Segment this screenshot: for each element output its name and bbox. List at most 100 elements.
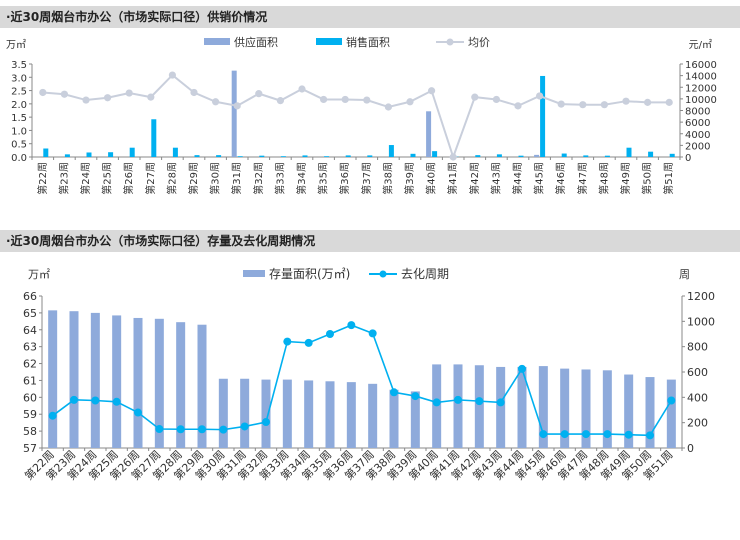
bar-a	[48, 310, 58, 448]
line-point	[582, 430, 590, 439]
y-tick-label-right: 16000	[685, 60, 717, 71]
x-tick-label: 第38周	[381, 162, 394, 195]
y-tick-label-right: 8000	[685, 107, 710, 118]
bar-a	[154, 318, 164, 448]
bar-a	[90, 312, 100, 448]
bar-a	[496, 366, 506, 448]
line-point	[283, 337, 292, 346]
inventory-cycle-chart: 57 58 59 60 61 62 63 64 65 66 0 200 400 600 800 1000 120…	[22, 267, 715, 483]
line-point	[320, 95, 328, 104]
line-point	[579, 101, 587, 109]
y-tick-label-left: 3.0	[11, 73, 27, 84]
x-tick-label: 第26周	[122, 162, 135, 195]
line-point	[622, 97, 630, 105]
bar-a	[69, 311, 79, 448]
line-point	[536, 92, 544, 100]
line-point	[646, 431, 654, 440]
line-point	[240, 422, 249, 431]
bar-b	[216, 155, 222, 157]
line-series	[52, 324, 673, 437]
line-point	[363, 96, 371, 104]
x-tick-label: 第51周	[662, 162, 675, 195]
line-point	[471, 93, 479, 101]
line-point	[560, 430, 569, 439]
legend-label: 供应面积	[234, 35, 278, 49]
bar-b	[345, 155, 351, 157]
line-point	[667, 396, 676, 405]
x-tick-label: 第49周	[619, 162, 632, 195]
x-tick-label: 第27周	[144, 162, 157, 195]
y-tick-label-right: 200	[687, 417, 708, 430]
line-point	[190, 88, 198, 97]
y-tick-label-left: 0.5	[11, 140, 27, 151]
x-tick-label: 第43周	[489, 162, 502, 195]
bar-a	[368, 383, 378, 448]
bar-a	[426, 111, 432, 157]
legend-swatch	[316, 38, 342, 45]
bar-a	[304, 380, 314, 448]
line-point	[475, 397, 484, 406]
x-tick-label: 第48周	[597, 162, 610, 195]
bar-b	[475, 155, 481, 157]
line-point	[449, 153, 457, 161]
bar-a	[410, 391, 420, 448]
bar-a	[517, 366, 527, 448]
bar-a	[231, 70, 237, 157]
y-tick-label-left: 2.0	[11, 100, 27, 111]
y-unit-left: 万㎡	[28, 268, 50, 281]
y-tick-label-left: 59	[23, 408, 37, 421]
bar-b	[86, 152, 92, 157]
x-tick-label: 第45周	[533, 162, 546, 195]
y-tick-label-right: 14000	[685, 72, 717, 83]
line-point	[39, 88, 47, 97]
legend-label: 存量面积(万㎡)	[269, 267, 350, 281]
line-point	[411, 392, 420, 401]
x-tick-label: 第30周	[209, 162, 222, 195]
y-tick-label-right: 1000	[687, 315, 715, 328]
bar-b	[432, 151, 438, 157]
y-tick-label-left: 1.5	[11, 113, 27, 124]
line-point	[644, 98, 652, 106]
y-tick-label-left: 60	[23, 391, 37, 404]
y-unit-right: 周	[679, 268, 690, 281]
y-tick-label-right: 800	[687, 341, 708, 354]
bar-a	[474, 365, 484, 448]
y-tick-label-left: 3.5	[11, 60, 27, 71]
y-tick-label-right: 4000	[685, 130, 710, 141]
line-point	[176, 425, 185, 434]
bar-a	[666, 379, 676, 448]
chart2-header: ·近30周烟台市办公（市场实际口径）存量及去化周期情况	[0, 230, 740, 252]
line-point	[147, 93, 155, 101]
bar-b	[626, 147, 632, 157]
bar-a	[240, 378, 250, 448]
y-tick-label-left: 64	[23, 324, 37, 337]
y-tick-label-left: 65	[23, 307, 37, 320]
line-series	[42, 73, 670, 161]
y-unit-left: 万㎡	[6, 39, 26, 51]
line-point	[428, 87, 436, 95]
legend-swatch	[243, 270, 265, 277]
x-tick-label: 第46周	[554, 162, 567, 195]
line-point	[112, 397, 121, 406]
bar-b	[194, 155, 200, 157]
bar-b	[324, 156, 330, 157]
x-tick-label: 第35周	[317, 162, 330, 195]
bar-b	[669, 153, 675, 157]
bar-a	[453, 364, 463, 448]
line-point	[212, 98, 220, 106]
bar-a	[602, 370, 612, 448]
bar-a	[346, 382, 356, 448]
line-point	[255, 90, 263, 98]
y-tick-label-left: 57	[23, 442, 37, 455]
line-point	[432, 398, 441, 407]
y-tick-label-left: 63	[23, 341, 37, 354]
line-point	[198, 425, 206, 434]
bar-b	[172, 147, 178, 157]
line-point	[298, 85, 306, 93]
bar-b	[540, 75, 546, 157]
bar-b	[43, 148, 49, 157]
bar-a	[624, 374, 634, 448]
line-point	[48, 411, 57, 420]
x-tick-label: 第42周	[468, 162, 481, 195]
x-tick-label: 第22周	[36, 162, 49, 195]
